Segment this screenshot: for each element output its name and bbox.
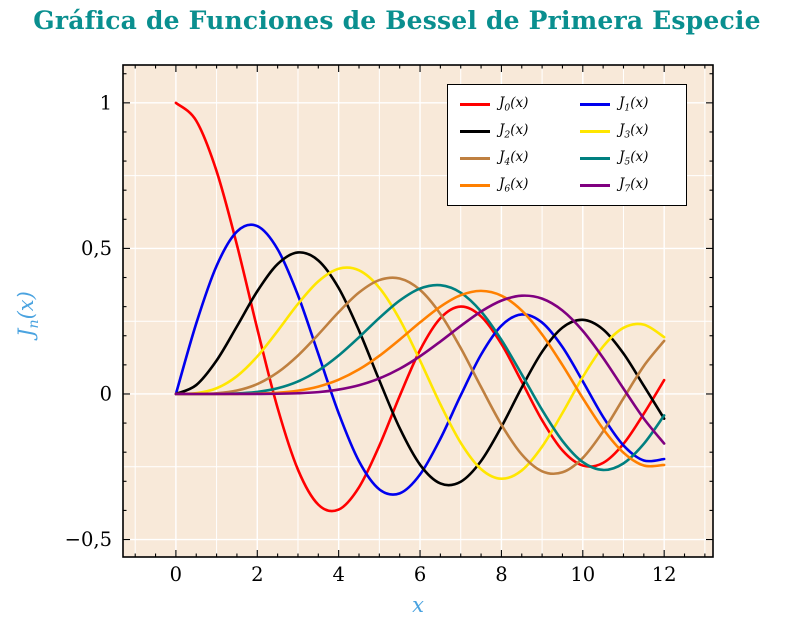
x-tick-label: 10 (570, 563, 595, 586)
y-tick-label: 0 (100, 382, 112, 405)
legend-label: J1(x) (619, 95, 649, 114)
chart-title: Gráfica de Funciones de Bessel de Primer… (33, 6, 761, 35)
legend-item-J6: J6(x) (460, 173, 554, 198)
legend-line-swatch (580, 130, 610, 133)
y-axis-label: Jn(x) (13, 291, 43, 338)
legend-line-swatch (460, 103, 490, 106)
y-tick-label: 0,5 (81, 237, 112, 260)
legend-item-J0: J0(x) (460, 92, 554, 117)
y-tick-label: −0,5 (65, 528, 112, 551)
x-tick-label: 6 (414, 563, 426, 586)
x-tick-label: 4 (332, 563, 344, 586)
x-axis-label: x (412, 593, 424, 617)
curve-J3 (174, 266, 666, 481)
legend-line-swatch (580, 157, 610, 160)
legend-item-J5: J5(x) (580, 146, 674, 171)
curve-J5 (174, 283, 666, 472)
legend-label: J2(x) (499, 122, 529, 141)
curve-J7 (174, 294, 666, 445)
legend: J0(x) J1(x) J2(x) J3(x) J4(x) J5(x) J6(x) J7(x) (447, 84, 687, 206)
legend-label: J4(x) (499, 149, 529, 168)
legend-line-swatch (580, 103, 610, 106)
legend-item-J2: J2(x) (460, 119, 554, 144)
legend-item-J3: J3(x) (580, 119, 674, 144)
x-tick-label: 0 (170, 563, 182, 586)
legend-label: J6(x) (499, 176, 529, 195)
x-tick-label: 8 (495, 563, 507, 586)
legend-item-J1: J1(x) (580, 92, 674, 117)
curve-J1 (174, 223, 666, 496)
legend-item-J4: J4(x) (460, 146, 554, 171)
y-tick-label: 1 (100, 91, 112, 114)
curve-J2 (174, 251, 666, 487)
legend-label: J0(x) (499, 95, 529, 114)
x-tick-label: 2 (251, 563, 263, 586)
legend-label: J3(x) (619, 122, 649, 141)
legend-line-swatch (460, 130, 490, 133)
legend-label: J7(x) (619, 176, 649, 195)
legend-line-swatch (460, 184, 490, 187)
legend-line-swatch (580, 184, 610, 187)
legend-label: J5(x) (619, 149, 649, 168)
legend-line-swatch (460, 157, 490, 160)
legend-item-J7: J7(x) (580, 173, 674, 198)
x-tick-label: 12 (652, 563, 677, 586)
